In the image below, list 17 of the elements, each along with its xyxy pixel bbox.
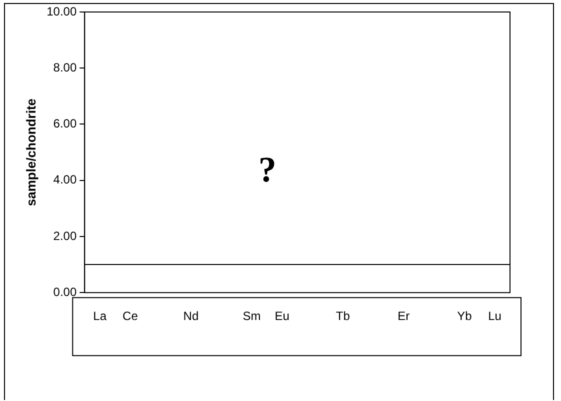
x-tick-label: Er	[398, 309, 410, 324]
y-tick-label: 0.00	[53, 284, 77, 299]
y-tick-label: 6.00	[53, 116, 77, 131]
y-axis-title: sample/chondrite	[23, 98, 38, 206]
y-tick-label: 8.00	[53, 60, 77, 74]
y-tick-label: 2.00	[53, 228, 77, 243]
x-tick-label: Sm	[242, 309, 261, 324]
x-tick-label: Tb	[336, 309, 350, 324]
x-tick-label: Ce	[122, 309, 138, 324]
y-tick-label: 4.00	[53, 172, 77, 187]
x-tick-label: Lu	[488, 309, 502, 324]
annotation: ?	[258, 150, 276, 190]
y-tick-label: 10.00	[46, 4, 77, 18]
x-tick-label: Eu	[274, 309, 290, 324]
x-tick-label: Yb	[457, 309, 472, 324]
x-tick-label: Nd	[183, 309, 199, 324]
x-tick-label: La	[93, 309, 107, 324]
